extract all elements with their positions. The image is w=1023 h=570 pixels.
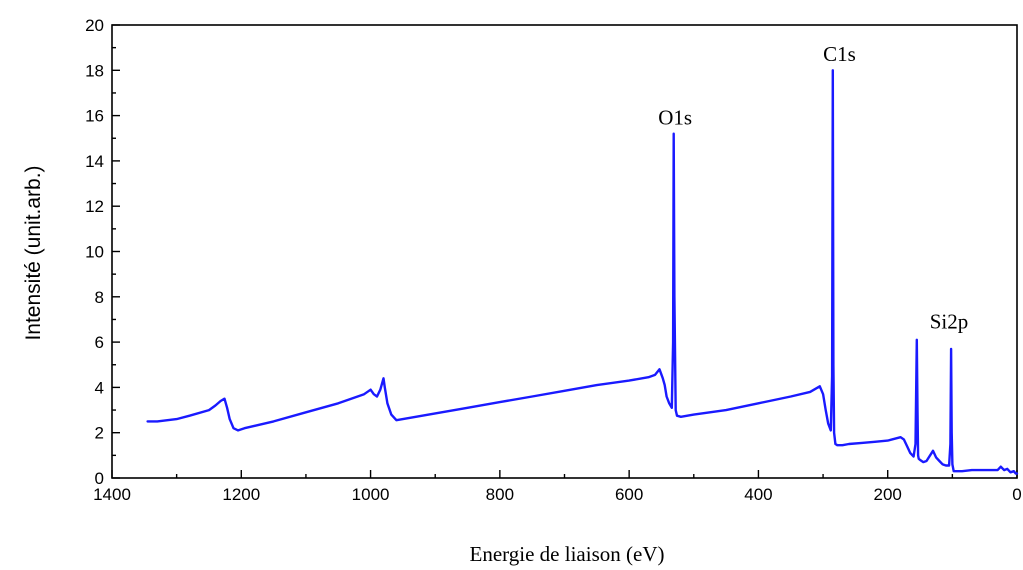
y-tick-label: 10 bbox=[85, 243, 104, 262]
x-tick-label: 1400 bbox=[93, 485, 131, 504]
series-line-0 bbox=[146, 69, 1019, 475]
x-tick-label: 1000 bbox=[352, 485, 390, 504]
y-tick-label: 2 bbox=[95, 424, 104, 443]
y-tick-label: 14 bbox=[85, 152, 104, 171]
x-tick-label: 200 bbox=[874, 485, 902, 504]
x-tick-label: 1200 bbox=[222, 485, 260, 504]
y-tick-label: 8 bbox=[95, 288, 104, 307]
series-layer bbox=[146, 69, 1019, 475]
x-tick-label: 400 bbox=[744, 485, 772, 504]
y-axis-title: Intensité (unit.arb.) bbox=[22, 165, 45, 340]
x-tick-label: 0 bbox=[1012, 485, 1021, 504]
x-axis-title: Energie de liaison (eV) bbox=[470, 542, 665, 566]
x-axis: 1400 1200 1000 800 600 400 200 0 bbox=[93, 470, 1022, 504]
y-axis: 0 2 4 6 8 10 12 14 16 18 20 bbox=[85, 16, 120, 488]
peak-label-c1s: C1s bbox=[823, 42, 856, 66]
y-tick-label: 18 bbox=[85, 61, 104, 80]
peak-label-o1s: O1s bbox=[658, 106, 692, 130]
y-tick-label: 6 bbox=[95, 333, 104, 352]
y-tick-label: 0 bbox=[95, 469, 104, 488]
x-tick-label: 600 bbox=[615, 485, 643, 504]
plot-frame bbox=[111, 24, 1018, 479]
y-tick-label: 4 bbox=[95, 378, 104, 397]
annotations: O1s C1s Si2p bbox=[658, 42, 968, 333]
y-tick-label: 12 bbox=[85, 197, 104, 216]
peak-label-si2p: Si2p bbox=[930, 310, 969, 334]
x-tick-label: 800 bbox=[486, 485, 514, 504]
plot-area bbox=[111, 24, 1018, 479]
y-tick-label: 20 bbox=[85, 16, 104, 35]
y-tick-label: 16 bbox=[85, 107, 104, 126]
